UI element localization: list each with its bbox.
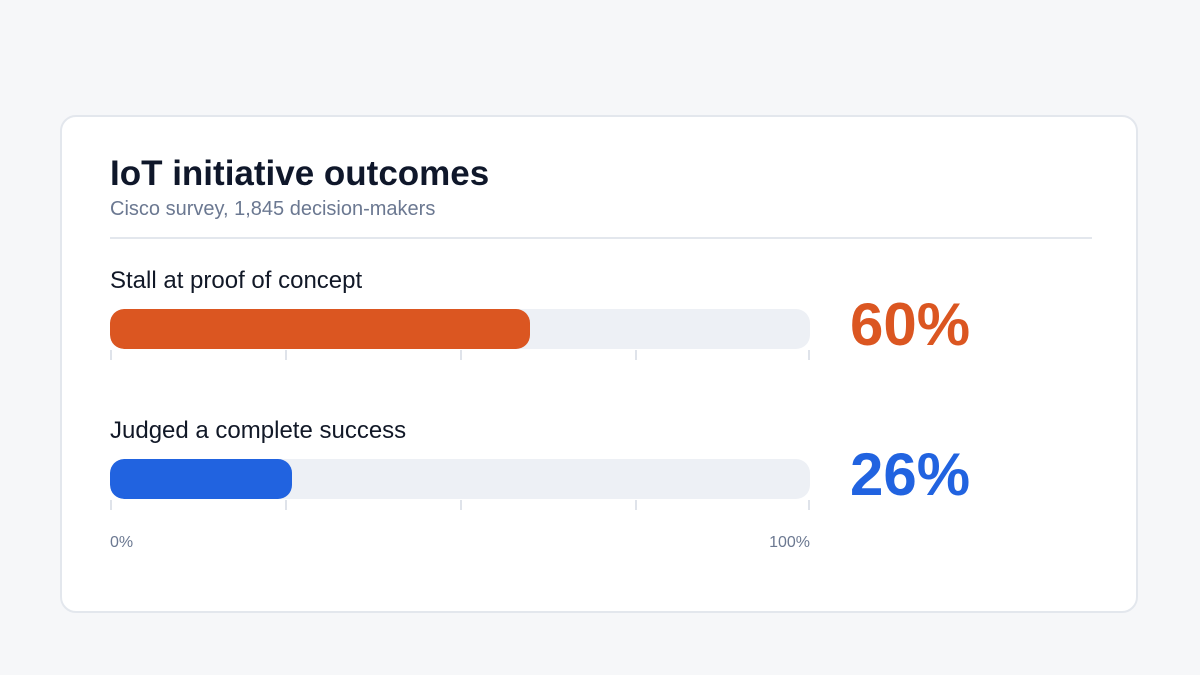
- chart-title: IoT initiative outcomes: [110, 154, 490, 193]
- chart-card: IoT initiative outcomes Cisco survey, 1,…: [60, 115, 1138, 613]
- bar-track-success: [110, 459, 810, 499]
- value-label-success: 26%: [850, 441, 971, 508]
- axis-label-max: 100%: [769, 534, 810, 551]
- bar-track-stall: [110, 309, 810, 349]
- tick-row-stall: [110, 350, 810, 362]
- axis-label-min: 0%: [110, 534, 134, 551]
- value-label-stall: 60%: [850, 291, 971, 358]
- axis-tick: [635, 350, 637, 360]
- axis-tick: [808, 500, 810, 510]
- axis-tick: [808, 350, 810, 360]
- chart-subtitle: Cisco survey, 1,845 decision-makers: [110, 198, 436, 220]
- bar-label-stall: Stall at proof of concept: [110, 267, 363, 294]
- axis-tick: [285, 500, 287, 510]
- title-divider: [110, 237, 1092, 239]
- axis-tick: [110, 350, 112, 360]
- bar-success: [110, 459, 292, 499]
- bar-label-success: Judged a complete success: [110, 417, 407, 444]
- axis-tick: [460, 500, 462, 510]
- axis-tick: [285, 350, 287, 360]
- axis-tick: [460, 350, 462, 360]
- axis-tick: [110, 500, 112, 510]
- bar-stall: [110, 309, 530, 349]
- axis-tick: [635, 500, 637, 510]
- tick-row-success: [110, 500, 810, 512]
